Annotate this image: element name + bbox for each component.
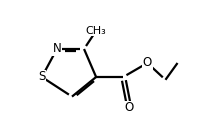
- Text: N: N: [52, 43, 61, 55]
- Text: S: S: [38, 71, 46, 83]
- Text: CH₃: CH₃: [86, 26, 107, 36]
- Text: O: O: [143, 57, 152, 69]
- Text: O: O: [125, 101, 134, 114]
